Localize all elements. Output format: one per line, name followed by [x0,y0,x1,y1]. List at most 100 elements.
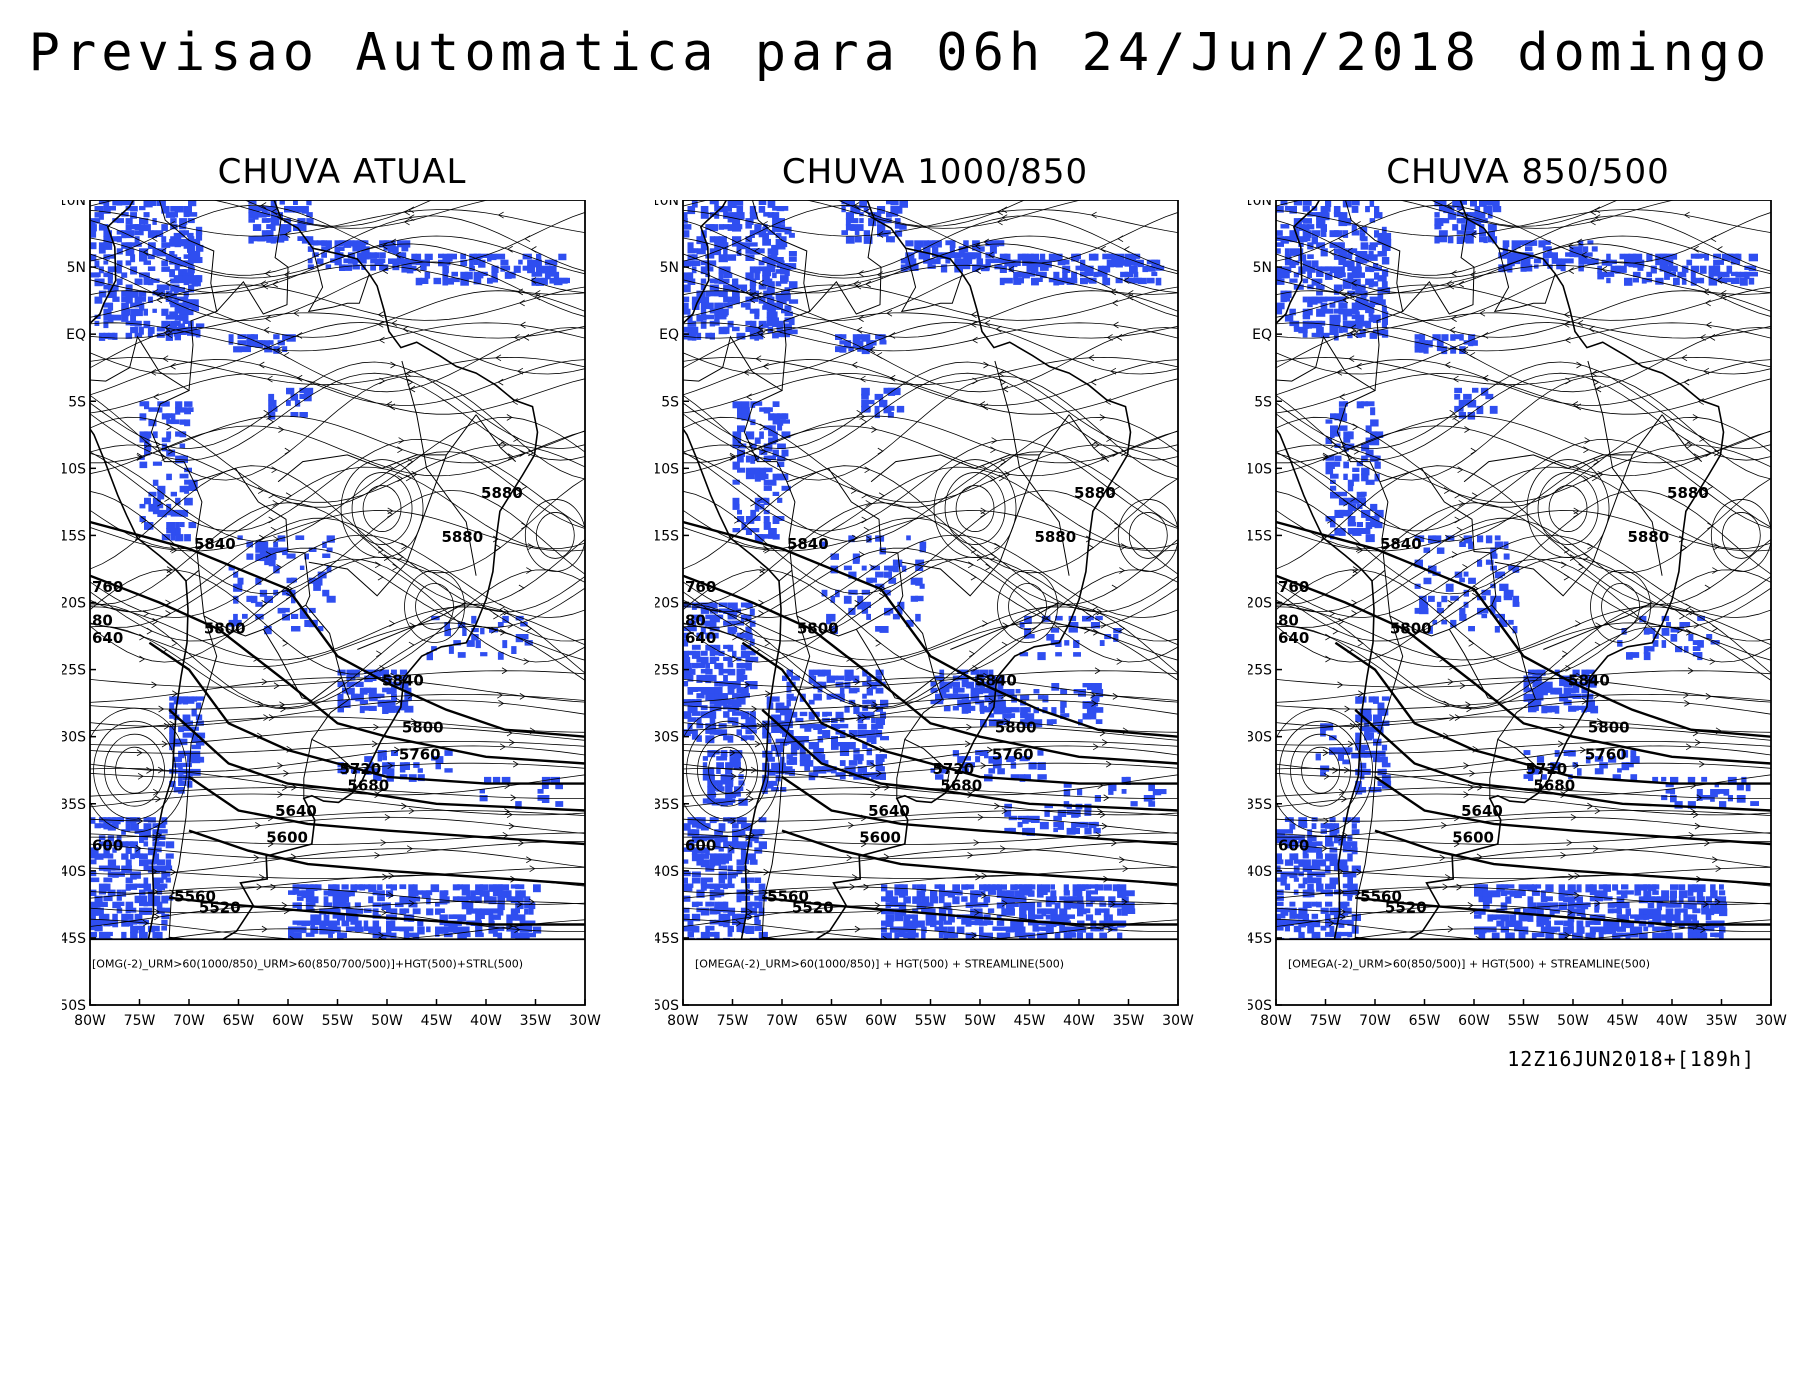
rain-cell [727,656,733,664]
rain-cell [471,615,477,624]
rain-cell [835,711,844,719]
streamline-arrow [402,325,409,333]
streamline-arrow [764,546,771,554]
rain-cell [691,687,699,692]
rain-cell [134,913,143,920]
rain-cell [771,787,779,792]
rain-cell [1121,896,1129,904]
rain-cell [312,252,319,257]
rain-cell [1538,240,1546,248]
rain-cell [1019,926,1026,933]
rain-cell [839,723,849,729]
rain-cell [762,750,769,758]
rain-cell [763,455,772,462]
rain-cell [143,901,148,907]
map-chuva-1000-850: 5880588058405800584058005760572056805640… [655,200,1194,1029]
streamline-arrow [151,235,158,242]
rain-cell [1320,302,1328,310]
rain-cell [1302,314,1311,320]
rain-cell [987,932,993,940]
rain-cell [1463,399,1468,406]
streamline-arrow [296,374,303,382]
rain-cell [853,730,858,737]
rain-cell [147,200,157,206]
rain-cell [813,748,822,756]
rain-cell [804,766,810,771]
streamline-arrow [753,247,760,255]
rain-cell [1115,253,1125,262]
rain-cell [696,632,702,639]
rain-cell [718,668,724,676]
rain-cell [195,756,205,763]
rain-cell [1117,932,1123,940]
rain-cell [938,920,944,928]
rain-cell [723,919,730,928]
rain-cell [1369,302,1376,308]
rain-cell [252,212,259,220]
rain-cell [1606,271,1615,277]
rain-cell [1690,271,1696,279]
rain-cell [321,240,327,247]
streamline [90,290,585,338]
rain-cell [1129,277,1135,284]
rain-cell [94,853,104,860]
rain-cell [174,206,184,213]
rain-cell [1330,491,1340,499]
rain-cell [848,766,856,774]
rain-cell [1050,884,1055,890]
rain-cell [328,890,334,897]
streamline-arrow [856,409,863,417]
rain-cell [700,260,710,266]
rain-cell [749,266,755,273]
rain-cell [736,674,744,682]
rain-cell [426,908,434,916]
streamline-arrow [1008,266,1015,273]
rain-cell [754,913,760,922]
rain-cell [487,253,492,262]
rain-cell [182,726,192,732]
rain-cell [1050,640,1060,646]
rain-cell [161,919,168,926]
rain-cell [1093,827,1101,834]
rain-cell [290,412,299,417]
rain-cell [404,687,412,694]
rain-cell [1507,258,1515,267]
rain-cell [130,230,135,236]
streamline-arrow [744,235,751,242]
streamline-arrow [1000,458,1007,466]
contour-label: 5560 [174,888,216,906]
rain-cell [94,260,100,268]
rain-cell [90,877,100,883]
rain-cell [723,841,729,849]
rain-cell [475,884,484,892]
rain-cell [696,656,702,663]
streamline-arrow [281,902,288,909]
rain-cell [188,284,195,293]
rain-cell [707,792,715,800]
rain-cell [826,675,835,683]
rain-cell [121,212,129,217]
rain-cell [279,224,285,231]
rain-cell [759,407,768,412]
rain-cell [306,200,312,206]
rain-cell [1470,200,1477,207]
rain-cell [859,200,867,209]
contour-label: 640 [685,629,716,647]
rain-cell [727,644,734,652]
rain-cell [696,614,704,622]
rain-cell [861,346,870,355]
rain-cell [156,883,165,891]
rain-cell [188,407,194,412]
rain-cell [306,236,314,243]
rain-cell [775,714,782,721]
streamline-arrow [268,516,275,524]
rain-cell [1071,253,1080,262]
circulation-ring [362,485,402,532]
rain-cell [323,890,333,896]
height-contour [169,896,585,926]
rain-cell [1338,254,1347,262]
rain-cell [364,687,371,693]
rain-cell [762,275,770,282]
rain-cell [1735,271,1742,278]
rain-cell [910,595,918,602]
